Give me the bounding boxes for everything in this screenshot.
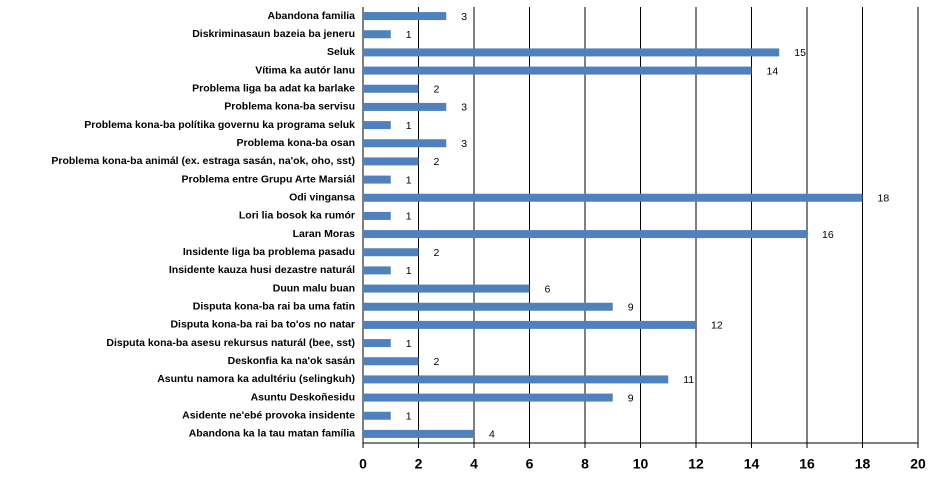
y-tick-label: Problema entre Grupu Arte Marsiál: [182, 173, 356, 185]
data-label: 1: [406, 174, 412, 186]
bar: [363, 157, 419, 166]
bar: [363, 48, 780, 57]
data-label: 2: [434, 84, 440, 96]
bar: [363, 266, 391, 275]
bar: [363, 230, 807, 239]
bar: [363, 248, 419, 257]
bar: [363, 339, 391, 348]
data-label: 1: [406, 338, 412, 350]
bar: [363, 66, 752, 75]
data-label: 9: [628, 302, 634, 314]
data-label: 3: [461, 11, 467, 23]
data-label: 1: [406, 120, 412, 132]
bar: [363, 12, 447, 21]
y-tick-label: Lori lia bosok ka rumór: [239, 210, 355, 222]
data-label: 12: [711, 320, 723, 332]
bar: [363, 429, 474, 438]
y-tick-label: Asuntu namora ka adultériu (selingkuh): [157, 373, 355, 385]
x-tick-label: 20: [910, 456, 926, 472]
data-label: 1: [406, 411, 412, 423]
y-tick-label: Insidente kauza husi dezastre naturál: [169, 264, 355, 276]
data-label: 2: [434, 156, 440, 168]
y-tick-label: Disputa kona-ba rai ba to'os no natar: [170, 319, 355, 331]
bar: [363, 320, 696, 329]
bar: [363, 139, 447, 148]
y-tick-label: Problema kona-ba osan: [237, 137, 355, 149]
x-tick-label: 0: [359, 456, 367, 472]
x-tick-label: 8: [581, 456, 589, 472]
data-label: 3: [461, 138, 467, 150]
y-tick-label: Abandona familia: [267, 10, 355, 22]
y-tick-label: Asuntu Deskoñesidu: [251, 391, 355, 403]
data-label: 18: [878, 193, 890, 205]
x-tick-label: 18: [855, 456, 871, 472]
x-tick-label: 2: [415, 456, 423, 472]
y-tick-label: Insidente liga ba problema pasadu: [183, 246, 355, 258]
y-tick-label: Duun malu buan: [273, 282, 355, 294]
data-label: 9: [628, 392, 634, 404]
x-tick-label: 10: [633, 456, 649, 472]
y-tick-label: Disputa kona-ba rai ba uma fatin: [193, 301, 355, 313]
y-tick-label: Problema liga ba adat ka barlake: [192, 83, 355, 95]
data-label: 1: [406, 29, 412, 41]
data-label: 6: [545, 283, 551, 295]
y-tick-label: Seluk: [327, 46, 355, 58]
bar: [363, 84, 419, 93]
y-tick-label: Deskonfia ka na'ok sasán: [228, 355, 355, 367]
y-tick-label: Asidente ne'ebé provoka insidente: [182, 410, 355, 422]
y-tick-label: Odi vingansa: [289, 192, 355, 204]
data-label: 1: [406, 211, 412, 223]
bar: [363, 121, 391, 130]
bar: [363, 357, 419, 366]
bar: [363, 411, 391, 420]
y-tick-label: Laran Moras: [293, 228, 356, 240]
bar: [363, 393, 613, 402]
bar: [363, 302, 613, 311]
x-tick-label: 6: [526, 456, 534, 472]
x-tick-label: 16: [799, 456, 815, 472]
data-label: 3: [461, 102, 467, 114]
data-label: 15: [794, 47, 806, 59]
data-label: 2: [434, 247, 440, 259]
y-tick-label: Problema kona-ba polítika governu ka pro…: [84, 119, 355, 131]
data-label: 16: [822, 229, 834, 241]
y-tick-label: Problema kona-ba animál (ex. estraga sas…: [51, 155, 355, 167]
bar: [363, 284, 530, 293]
x-tick-label: 4: [470, 456, 478, 472]
bar: [363, 193, 863, 202]
data-label: 1: [406, 265, 412, 277]
bar: [363, 375, 669, 384]
y-tick-label: Disputa kona-ba asesu rekursus naturál (…: [106, 337, 355, 349]
bar: [363, 175, 391, 184]
y-tick-label: Abandona ka la tau matan família: [189, 428, 355, 440]
y-tick-label: Diskriminasaun bazeia ba jeneru: [192, 28, 355, 40]
bar: [363, 102, 447, 111]
data-label: 11: [683, 374, 694, 386]
data-label: 2: [434, 356, 440, 368]
bar: [363, 211, 391, 220]
bar: [363, 30, 391, 39]
data-label: 14: [767, 65, 779, 77]
y-tick-label: Problema kona-ba servisu: [224, 101, 355, 113]
x-tick-label: 14: [744, 456, 760, 472]
x-tick-label: 12: [688, 456, 704, 472]
y-tick-label: Vítima ka autór lanu: [255, 64, 355, 76]
data-label: 4: [489, 429, 495, 441]
